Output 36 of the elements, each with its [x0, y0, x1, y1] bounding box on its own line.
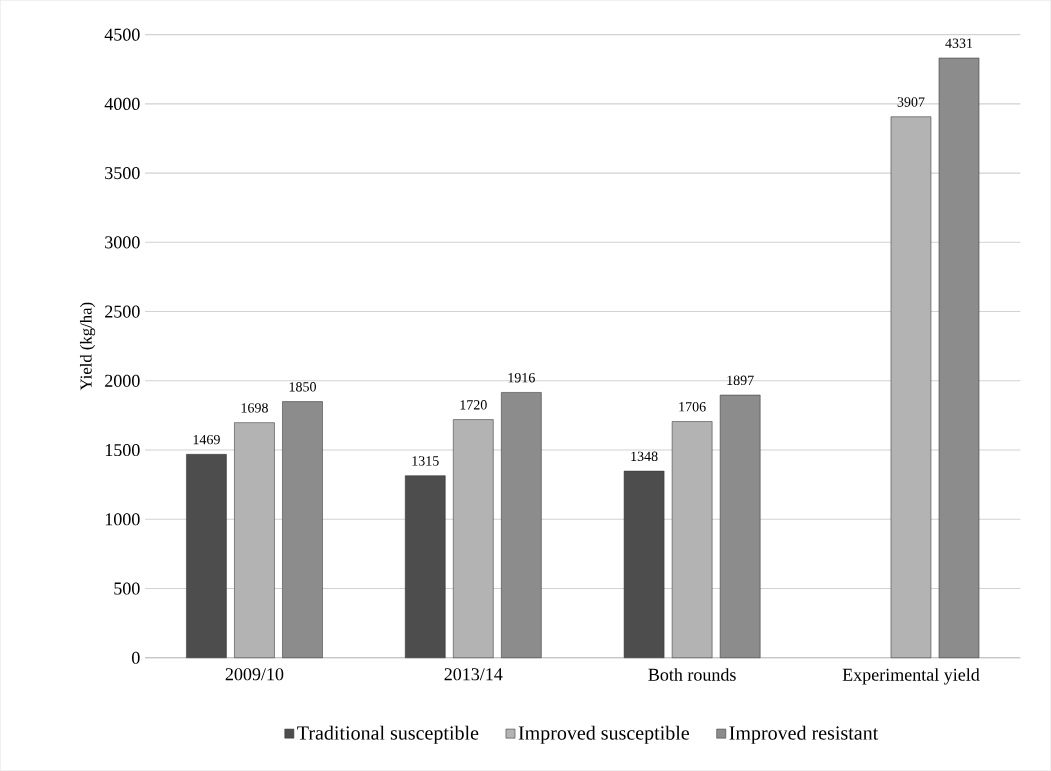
- bar: [938, 57, 980, 659]
- bar: [186, 454, 227, 659]
- y-tick-label: 4500: [104, 28, 140, 41]
- y-tick-label: 2000: [105, 374, 140, 387]
- y-tick-label: 2500: [105, 305, 140, 318]
- bar: [501, 392, 542, 659]
- x-tick-label: Both rounds: [648, 668, 736, 681]
- data-label: 1850: [289, 382, 316, 392]
- data-label: 1916: [508, 373, 535, 383]
- bar: [623, 470, 665, 659]
- bar: [719, 394, 761, 659]
- legend-label: Improved resistant: [729, 725, 879, 744]
- x-tick-label: 2009/10: [225, 668, 284, 681]
- y-tick-label: 4000: [104, 97, 140, 111]
- data-label: 1315: [412, 456, 439, 466]
- y-axis-title: Yield (kg/ha): [79, 302, 96, 391]
- x-tick-label: Experimental yield: [842, 668, 980, 685]
- y-tick-label: 3000: [105, 236, 140, 249]
- data-label: 1720: [460, 400, 487, 410]
- data-label: 1698: [241, 403, 268, 413]
- y-tick-label: 0: [132, 651, 140, 664]
- x-tick-label: 2013/14: [444, 668, 503, 681]
- y-tick-label: 500: [114, 582, 140, 595]
- data-label: 1706: [679, 402, 706, 412]
- data-label: 1897: [727, 375, 754, 386]
- data-label: 4331: [945, 38, 973, 49]
- legend-label: Traditional susceptible: [297, 725, 479, 744]
- y-tick-label: 1000: [105, 513, 140, 526]
- y-tick-label: 1500: [105, 444, 140, 457]
- data-label: 1469: [193, 434, 220, 445]
- bar: [404, 475, 446, 659]
- bar: [282, 401, 323, 659]
- legend-label: Improved susceptible: [518, 725, 690, 744]
- y-tick-label: 3500: [105, 167, 140, 180]
- data-label: 3907: [897, 97, 925, 107]
- data-label: 1348: [631, 451, 658, 462]
